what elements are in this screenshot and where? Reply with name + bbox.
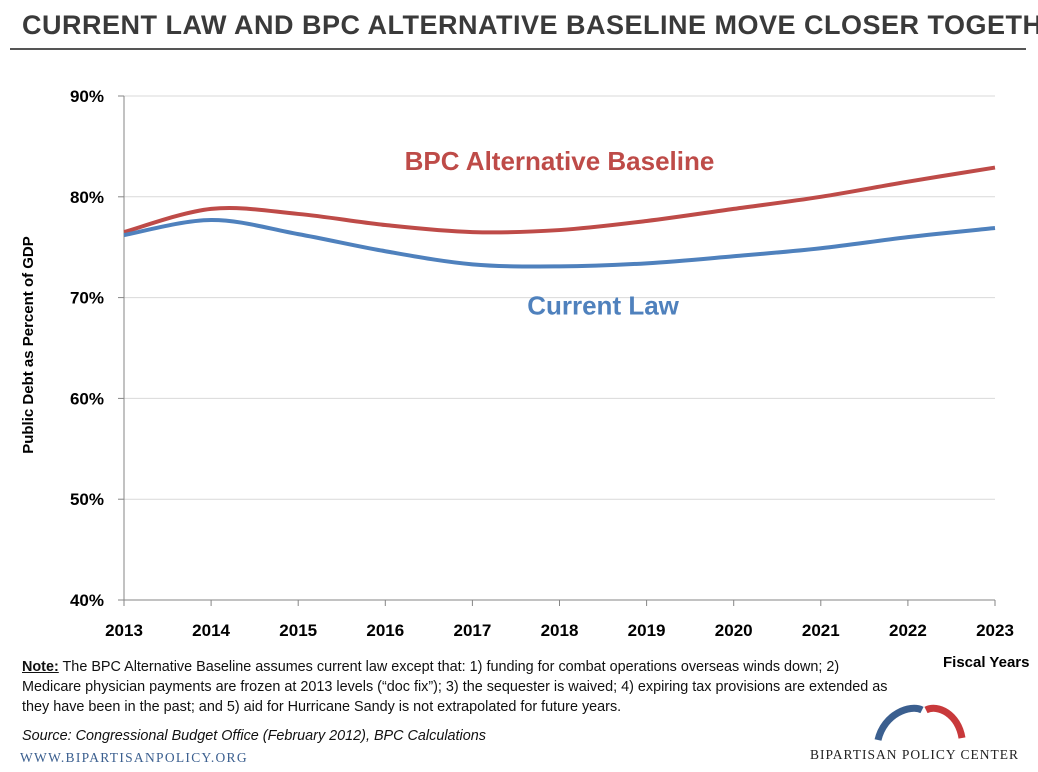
y-tick-label: 90% — [70, 87, 104, 106]
tick-labels: 40% 50% 60% 70% 80% 90% 2013 2014 2015 2016 2017 20… — [70, 87, 1014, 640]
x-tick-label: 2016 — [366, 621, 404, 640]
x-tick-label: 2020 — [715, 621, 753, 640]
website-url[interactable]: WWW.BIPARTISANPOLICY.ORG — [20, 750, 248, 765]
x-tick-label: 2022 — [889, 621, 927, 640]
x-tick-label: 2013 — [105, 621, 143, 640]
note-text: The BPC Alternative Baseline assumes cur… — [22, 659, 888, 715]
x-tick-label: 2015 — [279, 621, 317, 640]
series-label-1: Current Law — [527, 290, 679, 320]
y-axis-label: Public Debt as Percent of GDP — [20, 236, 37, 454]
note-label: Note: — [22, 659, 59, 675]
line-chart: 40% 50% 60% 70% 80% 90% 2013 2014 2015 2016 2017 20… — [70, 87, 1014, 640]
source-citation: Source: Congressional Budget Office (Feb… — [22, 728, 486, 744]
series-line-0 — [123, 165, 996, 235]
axes — [118, 95, 996, 606]
x-tick-label: 2021 — [802, 621, 840, 640]
gridlines — [124, 95, 995, 500]
x-tick-label: 2017 — [453, 621, 491, 640]
bpc-logo-icon — [874, 704, 966, 742]
chart-title: CURRENT LAW AND BPC ALTERNATIVE BASELINE… — [22, 10, 1038, 40]
series-label-0: BPC Alternative Baseline — [405, 146, 715, 176]
note: Note: The BPC Alternative Baseline assum… — [22, 657, 892, 717]
y-tick-label: 70% — [70, 289, 104, 308]
y-tick-label: 50% — [70, 490, 104, 509]
x-tick-label: 2018 — [541, 621, 579, 640]
y-tick-label: 40% — [70, 591, 104, 610]
x-tick-label: 2014 — [192, 621, 230, 640]
series-line-1 — [123, 217, 996, 269]
x-axis-label: Fiscal Years — [943, 654, 1030, 671]
y-tick-label: 60% — [70, 389, 104, 408]
logo-text: BIPARTISAN POLICY CENTER — [810, 747, 1019, 762]
x-tick-label: 2019 — [628, 621, 666, 640]
y-tick-label: 80% — [70, 188, 104, 207]
x-tick-label: 2023 — [976, 621, 1014, 640]
title-divider — [10, 48, 1026, 50]
series-lines — [123, 165, 996, 269]
